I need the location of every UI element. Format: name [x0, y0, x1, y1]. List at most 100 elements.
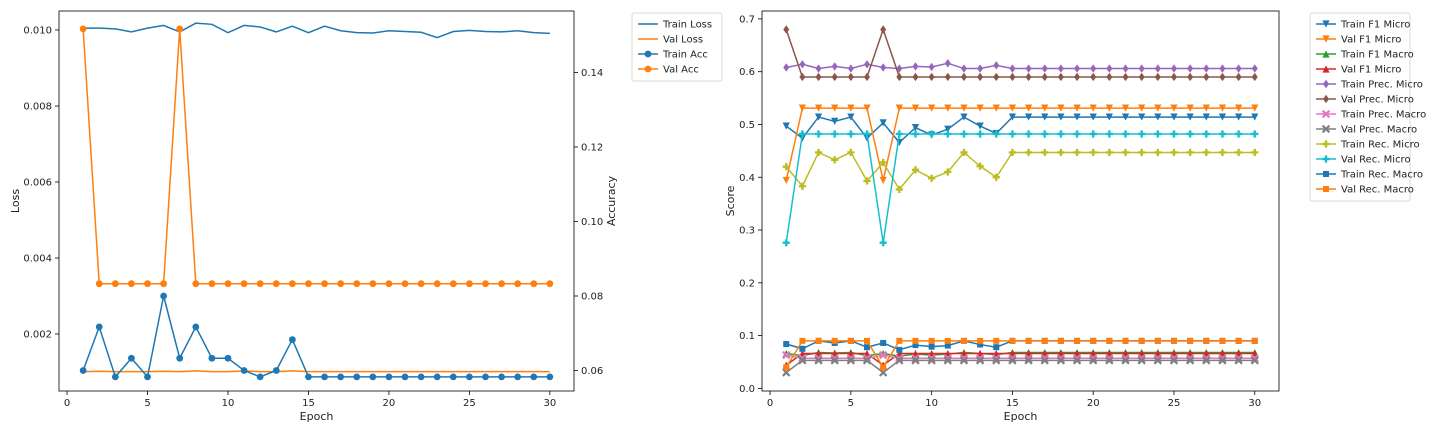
left-chart-series-val-acc-3-point [337, 280, 345, 288]
right-chart-legend-entry-train-f1-micro-0-marker [1322, 20, 1330, 28]
right-chart-series-val-rec-micro-9-point [1218, 130, 1227, 138]
right-chart-series-train-rec-micro-8-point [928, 174, 936, 182]
right-chart-series-val-prec-micro-5-line [785, 27, 1255, 78]
right-chart-series-train-prec-micro-4-point [783, 63, 790, 72]
right-chart-y-tick-label: 0.0 [739, 384, 755, 395]
right-chart-series-val-prec-micro-5-point [1057, 72, 1064, 82]
right-chart-series-val-prec-micro-5-point [896, 72, 903, 82]
right-chart-legend-entry-val-f1-micro-1-marker [1322, 35, 1330, 43]
right-chart-x-axis-label: Epoch [1004, 410, 1038, 423]
left-chart-series-val-acc-3-point [176, 25, 184, 33]
right-chart-legend-entry-val-prec-macro-7-marker [1321, 124, 1331, 134]
right-chart-series-train-f1-micro-0-point [960, 113, 968, 121]
left-chart-series-val-acc-3-point [369, 280, 377, 288]
right-chart-series-val-rec-macro-11-point [1090, 337, 1097, 344]
right-chart-series-val-rec-macro-11-point [1009, 337, 1016, 344]
left-chart-y-tick-label: 0.006 [23, 178, 52, 189]
right-chart-y-tick-label: 0.4 [739, 173, 755, 184]
left-chart-series-val-acc-3-point [160, 280, 168, 288]
right-chart-series-val-prec-micro-5-point [864, 72, 871, 82]
right-chart-series-val-prec-micro-5-point [1235, 72, 1242, 82]
right-chart-series-train-f1-micro-0-point [1170, 113, 1178, 121]
right-chart-series-val-prec-micro-5-point [1251, 72, 1258, 82]
left-chart-legend-frame [631, 12, 723, 82]
right-chart-series-train-prec-micro-4-point [960, 64, 967, 73]
right-chart-series-val-rec-macro-11-point [1154, 337, 1161, 344]
left-chart-y-axis-label: Loss [9, 189, 22, 213]
right-chart-series-val-f1-micro-1-point [1057, 104, 1065, 112]
right-chart-series-val-prec-micro-5-point [1203, 72, 1210, 82]
right-chart-series-val-prec-macro-7-point [1218, 356, 1227, 365]
right-chart-series-train-prec-micro-4-point [1009, 64, 1016, 73]
right-chart-y-tick-label: 0.5 [739, 120, 755, 131]
right-chart-series-val-rec-micro-9-point [1024, 130, 1033, 138]
right-chart-series-val-prec-macro-7-point [1250, 356, 1259, 365]
right-chart-series-val-f1-micro-1-point [782, 176, 790, 185]
left-chart-series-train-acc-2-point [385, 373, 393, 381]
right-chart-series-train-rec-macro-10-point [944, 342, 951, 349]
right-chart-series-val-f1-micro-1-point [863, 104, 871, 112]
right-chart-series-val-rec-macro-11-point [880, 364, 887, 371]
left-chart-series-train-acc-2-point [240, 367, 248, 374]
right-chart-series-val-prec-macro-7-point [1008, 356, 1017, 365]
right-chart-series-train-rec-micro-8-point [782, 163, 790, 171]
right-chart-legend-entry-train-rec-macro-10-label: Train Rec. Macro [1340, 170, 1423, 181]
right-chart-series-train-f1-micro-0-point [1138, 113, 1146, 121]
left-chart-legend-entry-val-acc-3-marker [644, 65, 652, 73]
right-chart-series-train-rec-micro-8-point [831, 156, 839, 164]
right-chart-series-train-prec-micro-4-point [1074, 64, 1081, 73]
right-chart-series-train-prec-micro-4-point [1170, 64, 1177, 73]
right-chart-series-train-rec-micro-8-point [944, 168, 952, 176]
right-chart-series-train-prec-micro-4-point [1057, 64, 1064, 73]
right-chart-series-train-f1-micro-0-point [895, 138, 903, 147]
right-chart-axes-frame [761, 10, 1280, 392]
right-chart-series-train-rec-micro-8-point [1073, 148, 1081, 157]
right-chart-series-val-prec-micro-5-point [993, 72, 1000, 82]
left-chart-series-train-acc-2-point [465, 373, 473, 381]
left-chart-x-axis-label: Epoch [300, 410, 334, 423]
right-chart-series-train-rec-micro-8-point [1251, 148, 1259, 157]
left-chart-x-tick-label: 10 [222, 398, 235, 409]
right-chart-series-train-prec-micro-4-point [799, 60, 806, 69]
left-chart-series-train-acc-2-point [530, 373, 538, 381]
right-chart-y-tick-label: 0.7 [739, 14, 755, 25]
right-chart-legend-entry-train-rec-macro-10-marker [1323, 171, 1329, 177]
right-chart-series-train-rec-micro-8-point [863, 177, 871, 185]
right-chart-series-val-rec-macro-11-point [1170, 337, 1177, 344]
left-chart-legend-entry-val-loss-1-label: Val Loss [663, 35, 703, 46]
right-chart-series-val-rec-micro-9-point [944, 130, 952, 138]
left-chart-series-val-acc-3-point [256, 280, 264, 288]
right-chart-series-train-f1-micro-0-point [944, 125, 952, 133]
right-chart-series-val-rec-micro-9-point [960, 130, 968, 138]
right-chart-series-train-f1-micro-0-point [1089, 113, 1097, 121]
right-chart-series-val-rec-micro-9-point [782, 239, 790, 247]
right-chart-series-train-f1-micro-0-point [1121, 113, 1130, 121]
left-chart-series-val-acc-3-point [514, 280, 522, 288]
right-chart-series-val-rec-macro-11-point [1106, 337, 1113, 344]
right-chart-series-val-f1-micro-1-point [911, 104, 920, 112]
right-chart-series-val-f1-micro-1-point [798, 104, 806, 112]
right-chart-series-train-prec-micro-4-point [1251, 64, 1258, 73]
right-chart-series-val-prec-macro-7-point [814, 356, 823, 365]
right-chart-series-train-f1-micro-0-point [1235, 113, 1243, 121]
right-chart-series-val-rec-macro-11-point [1203, 337, 1210, 344]
right-chart-series-train-prec-micro-4-point [1106, 64, 1113, 73]
left-chart-y2-tick-label: 0.12 [581, 142, 603, 153]
right-chart-series-train-f1-micro-0-point [847, 113, 855, 121]
left-chart-series-train-acc-2-point [79, 367, 87, 374]
right-chart-series-val-f1-micro-1-point [1186, 104, 1194, 112]
right-chart-series-train-rec-macro-10-point [783, 341, 790, 348]
right-chart-legend-entry-val-f1-micro-1-label: Val F1 Micro [1341, 35, 1401, 46]
right-chart-series-val-f1-micro-1-point [847, 104, 855, 112]
right-chart-series-val-rec-micro-9-point [1041, 130, 1049, 138]
right-chart-series-val-prec-micro-5-point [847, 72, 854, 82]
left-chart-legend-entry-train-acc-2-label: Train Acc [662, 50, 708, 61]
left-chart-y2-tick-label: 0.14 [581, 68, 603, 79]
left-chart-y-tick-label: 0.008 [23, 102, 52, 113]
right-chart-series-val-f1-micro-1-point [1154, 104, 1162, 112]
right-chart-series-train-rec-micro-8-point [992, 173, 1000, 181]
right-chart-series-val-prec-macro-7-point [1089, 356, 1098, 365]
right-chart-series-train-prec-micro-4-point [1154, 64, 1161, 73]
left-chart-series-val-acc-3-point [433, 280, 441, 288]
